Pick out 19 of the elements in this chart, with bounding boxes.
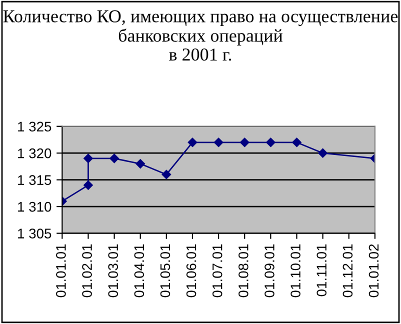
x-tick-label: 01.03.01: [108, 244, 118, 298]
chart-title: Количество КО, имеющих право на осуществление банковских операций в 2001 г.: [3, 10, 398, 61]
y-tick-label: 1 305: [18, 228, 52, 238]
x-tick-label: 01.10.01: [290, 244, 300, 298]
x-tick-label: 01.01.02: [368, 244, 379, 298]
x-tick-label: 01.09.01: [264, 244, 274, 298]
x-tick-label: 01.06.01: [186, 244, 196, 298]
x-tick-label: 01.04.01: [134, 244, 144, 298]
y-tick-label: 1 315: [18, 175, 52, 185]
x-tick-label: 01.02.01: [82, 244, 92, 298]
x-tick-label: 01.12.01: [342, 244, 353, 298]
x-tick-label: 01.08.01: [238, 244, 248, 298]
x-tick-label: 01.07.01: [212, 244, 222, 298]
y-tick-label: 1 310: [18, 202, 52, 212]
y-tick-label: 1 320: [18, 148, 52, 158]
y-tick-label: 1 325: [18, 122, 52, 132]
x-tick-label: 01.01.01: [56, 244, 66, 298]
x-tick-label: 01.11.01: [316, 244, 327, 296]
x-tick-label: 01.05.01: [160, 244, 170, 298]
